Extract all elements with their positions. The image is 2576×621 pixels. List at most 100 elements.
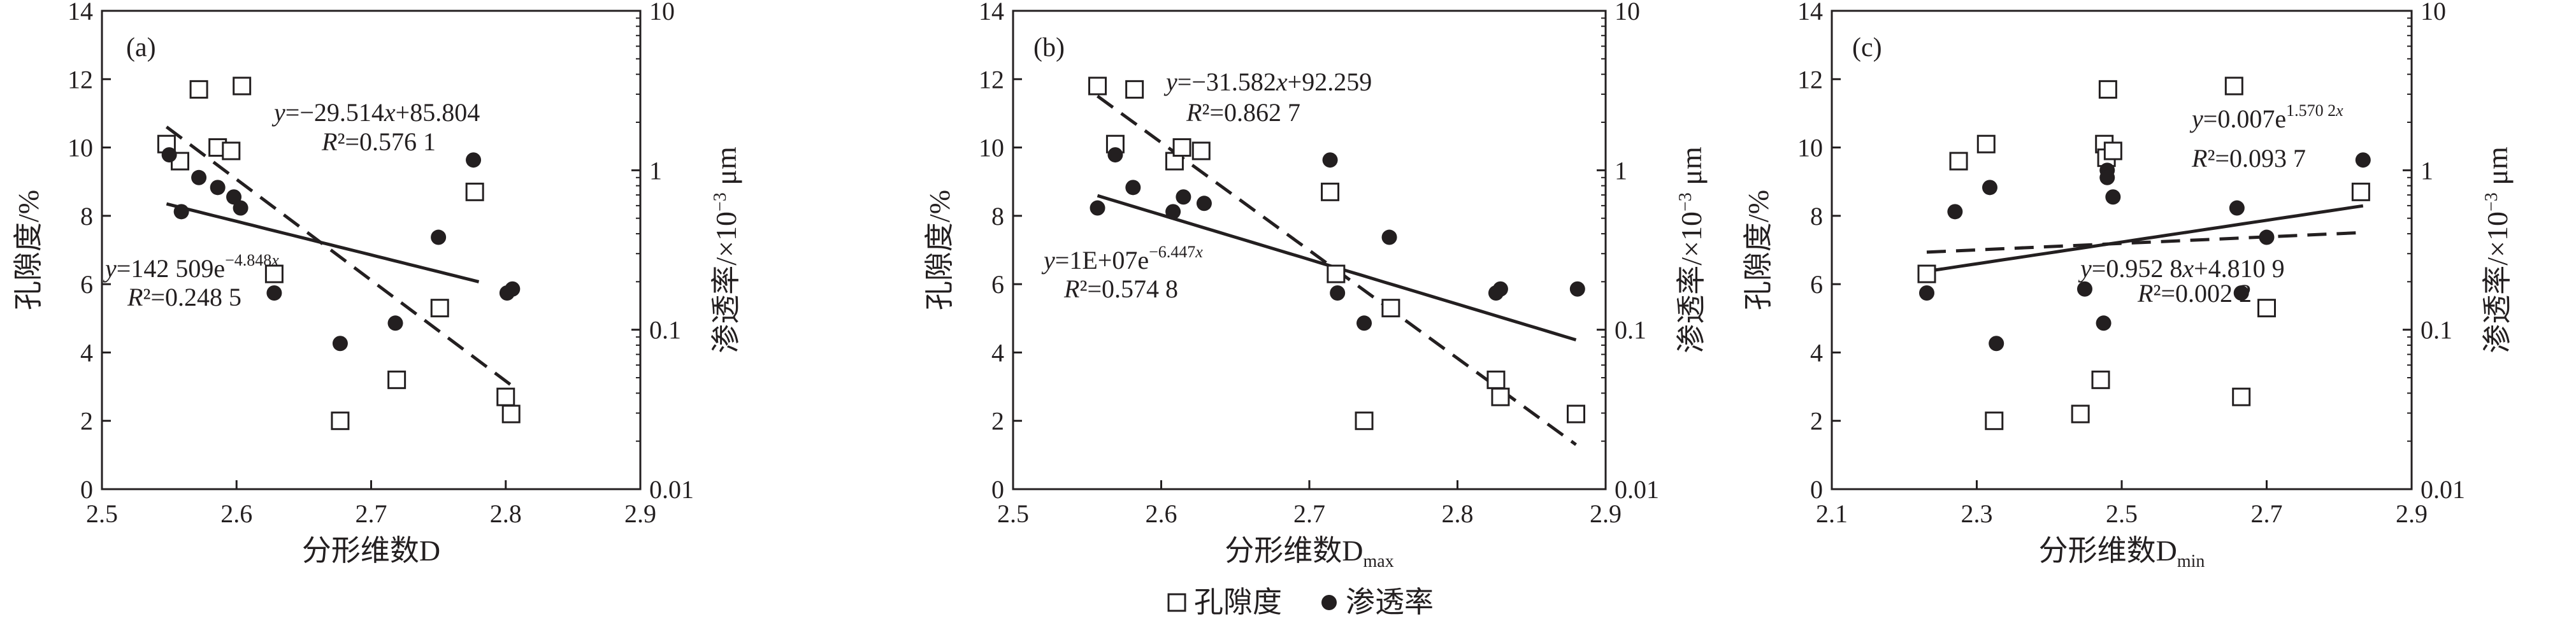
permeability-trend-line (166, 202, 480, 283)
permeability-point (2076, 281, 2092, 297)
porosity-point (1491, 387, 1510, 406)
permeability-point (1381, 229, 1397, 245)
x-tick-label: 2.5 (2106, 499, 2138, 528)
x-axis-title: 分形维数Dmax (1225, 534, 1393, 571)
permeability-point (2355, 152, 2371, 168)
porosity-point (1567, 404, 1585, 424)
fit-r-squared: R²=0.248 5 (127, 283, 241, 311)
porosity-point (1486, 370, 1506, 389)
porosity-point (1125, 80, 1144, 99)
permeability-point (505, 281, 521, 297)
permeability-point (173, 204, 189, 220)
porosity-point (1985, 411, 2004, 431)
porosity-point (430, 299, 449, 318)
fit-equation: y=−31.582x+92.259 (1163, 68, 1372, 96)
permeability-point (1492, 281, 1508, 297)
fit-equation: y=1E+07e−6.447x (1041, 243, 1203, 275)
x-tick-label: 2.9 (2396, 499, 2428, 528)
porosity-point (1355, 411, 1374, 431)
panel-a: 2.5 2.6 2.7 2.8 2.9 0 2 4 6 8 10 12 14 0.01 0.1 1 10 分形维数… (12, 0, 742, 567)
panel-label: (b) (1033, 33, 1065, 62)
fit-r-squared: R²=0.576 1 (321, 127, 436, 156)
y-left-tick-label: 8 (80, 202, 93, 231)
y-left-tick-label: 2 (991, 407, 1004, 436)
y-left-tick-label: 0 (80, 475, 93, 504)
y-right-tick-label: 10 (2421, 0, 2446, 25)
y-left-tick-label: 0 (1810, 475, 1823, 504)
permeability-point (1090, 200, 1105, 216)
porosity-point (2257, 299, 2276, 318)
y-left-tick-label: 10 (979, 134, 1004, 162)
permeability-point (2233, 285, 2249, 301)
plot-frame (1831, 10, 2413, 490)
y-left-tick-label: 2 (80, 407, 93, 436)
porosity-point (2091, 370, 2110, 389)
y-left-tick-label: 0 (991, 475, 1004, 504)
legend-permeability-label: 渗透率 (1346, 586, 1434, 618)
panel-b: 2.5 2.6 2.7 2.8 2.9 0 2 4 6 8 10 12 14 0.01 0.1 1 10 分形维数… (923, 0, 1708, 571)
permeability-point (431, 229, 447, 245)
x-tick-label: 2.7 (2251, 499, 2283, 528)
permeability-point (1356, 315, 1372, 331)
permeability-point (2099, 169, 2115, 185)
x-tick-label: 2.9 (1590, 499, 1622, 528)
fit-r-squared: R²=0.574 8 (1063, 275, 1178, 303)
fit-r-squared: R²=0.093 7 (2191, 144, 2306, 173)
fit-r-squared: R²=0.862 7 (1186, 98, 1300, 127)
porosity-point (1917, 264, 1936, 283)
permeability-point (1947, 204, 1963, 220)
y-left-tick-label: 10 (1797, 134, 1823, 162)
y-left-tick-label: 4 (1810, 338, 1823, 367)
panel-label: (c) (1852, 33, 1882, 62)
permeability-point (1165, 204, 1181, 220)
permeability-point (2105, 189, 2121, 205)
porosity-point (2224, 76, 2243, 96)
y-left-tick-label: 10 (68, 134, 93, 162)
x-tick-label: 2.8 (490, 499, 522, 528)
y-right-tick-label: 1 (1615, 156, 1627, 185)
x-tick-label: 2.8 (1442, 499, 1474, 528)
porosity-point (1327, 264, 1346, 283)
x-tick-label: 2.6 (220, 499, 252, 528)
x-tick-label: 2.7 (356, 499, 387, 528)
y-right-axis-title: 渗透率/×10−3 μm (710, 146, 742, 353)
x-axis-title: 分形维数Dmin (2039, 534, 2205, 571)
porosity-trend-line (165, 125, 512, 387)
porosity-point (264, 264, 284, 283)
legend-permeability-marker (1321, 595, 1337, 610)
y-left-axis-title: 孔隙度/% (923, 190, 956, 310)
porosity-point (501, 404, 521, 424)
legend-porosity-marker (1167, 593, 1186, 612)
y-right-tick-label: 0.01 (2421, 475, 2465, 504)
porosity-point (1321, 182, 1340, 201)
permeability-trend-line (1926, 204, 2364, 273)
fit-equation: y=0.007e1.570 2x (2189, 101, 2343, 133)
permeability-point (2096, 315, 2112, 331)
y-left-tick-label: 14 (1797, 0, 1823, 25)
porosity-point (1191, 141, 1211, 161)
porosity-point (2103, 141, 2122, 161)
y-right-tick-label: 0.01 (649, 475, 694, 504)
x-tick-label: 2.6 (1146, 499, 1177, 528)
y-right-tick-label: 0.1 (2421, 316, 2452, 345)
permeability-point (1569, 281, 1585, 297)
permeability-point (2259, 229, 2275, 245)
y-left-axis-title: 孔隙度/% (12, 190, 45, 310)
x-tick-label: 2.5 (997, 499, 1029, 528)
porosity-point (1165, 152, 1184, 171)
porosity-point (1976, 134, 1996, 153)
y-left-axis-title: 孔隙度/% (1742, 190, 1774, 310)
y-right-axis-title: 渗透率/×10−3 μm (2481, 146, 2514, 353)
permeability-point (1322, 152, 1338, 168)
porosity-point (189, 80, 208, 99)
porosity-point (1172, 138, 1191, 157)
porosity-point (2071, 404, 2090, 424)
legend: 孔隙度 渗透率 (1167, 586, 1434, 618)
y-left-tick-label: 4 (991, 338, 1004, 367)
y-left-tick-label: 2 (1810, 407, 1823, 436)
x-tick-label: 2.7 (1293, 499, 1325, 528)
permeability-point (161, 147, 177, 163)
legend-porosity-label: 孔隙度 (1194, 586, 1282, 618)
porosity-point (465, 182, 484, 201)
